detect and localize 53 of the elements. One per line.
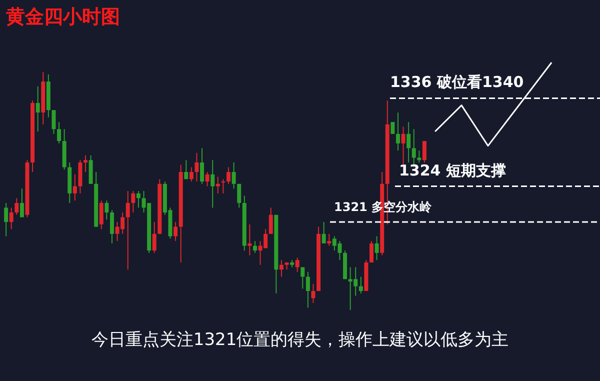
candlestick (99, 200, 104, 230)
candlestick (52, 110, 56, 134)
candlestick (232, 162, 236, 190)
candlestick (174, 221, 178, 242)
candlestick (306, 271, 310, 308)
candlestick (14, 198, 19, 216)
candlestick (396, 112, 400, 152)
candlestick (9, 207, 14, 230)
candlestick (88, 154, 93, 184)
candlestick (358, 276, 363, 294)
candlestick (131, 190, 136, 213)
candlestick (406, 122, 411, 163)
candlestick (300, 266, 305, 290)
candlestick (136, 190, 140, 208)
chart-title: 黄金四小时图 (5, 6, 120, 28)
ref-line-label: 1336 破位看1340 (390, 73, 524, 92)
candlestick (252, 240, 257, 254)
candlestick (216, 176, 220, 194)
candlestick (422, 140, 426, 163)
candlestick (279, 260, 284, 278)
candlestick (36, 86, 40, 132)
candlestick (78, 160, 82, 194)
candlestick (194, 152, 199, 182)
candlestick (205, 171, 210, 187)
candlestick (311, 283, 316, 304)
candlestick (248, 224, 252, 256)
candlestick (295, 257, 300, 272)
candlestick (84, 154, 88, 172)
candlestick (327, 233, 332, 246)
candlestick (184, 160, 188, 180)
candlestick (390, 122, 395, 134)
candlestick (126, 190, 130, 270)
candlestick (237, 183, 242, 208)
text: 今日重点关注1321位置的得失，操作上建议以低多为主 (91, 330, 509, 350)
candlestick (200, 148, 204, 184)
candlestick (104, 200, 109, 220)
candlestick (4, 202, 8, 237)
candlestick (210, 160, 215, 208)
candlestick (189, 166, 194, 182)
candlestick (322, 221, 326, 244)
candlestick (20, 188, 24, 218)
candlestick (370, 240, 374, 263)
candlestick (110, 210, 114, 244)
candlestick (221, 178, 226, 194)
candlestick (374, 236, 379, 261)
candlestick (152, 221, 156, 254)
candlestick (72, 174, 77, 202)
ref-line-label: 1324 短期支撑 (399, 161, 506, 180)
candlestick (57, 122, 62, 144)
candlestick (401, 126, 406, 166)
candlestick (268, 207, 273, 234)
candlestick (226, 166, 230, 184)
candlestick (417, 150, 422, 163)
